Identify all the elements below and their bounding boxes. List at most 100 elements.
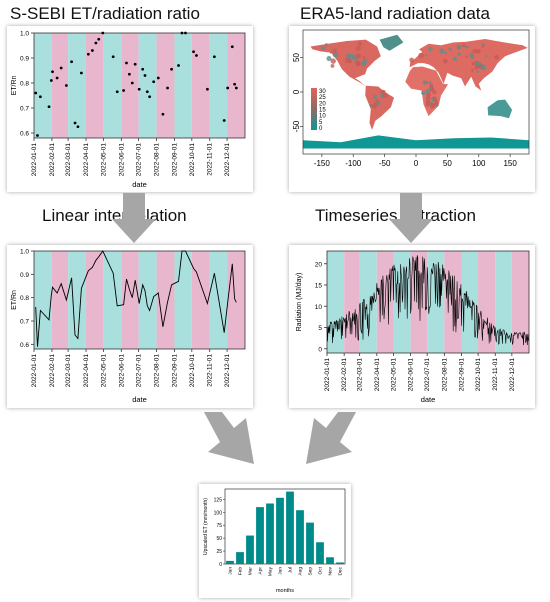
texture-dot [424, 53, 428, 57]
bar-may [266, 503, 274, 564]
x-tick-label: 2022-11-01 [207, 354, 214, 387]
legend-label: 20 [319, 101, 326, 107]
texture-dot [375, 99, 379, 103]
data-point [47, 105, 51, 109]
data-point [212, 55, 216, 59]
plot-frame [33, 250, 246, 350]
x-tick-label: 2022-12-01 [224, 354, 231, 388]
land-region [310, 39, 381, 87]
month-band [121, 251, 139, 349]
texture-dot [435, 104, 439, 107]
texture-dot [465, 55, 469, 59]
x-tick-label: 2022-08-01 [154, 354, 161, 388]
legend-colorbar [311, 88, 317, 130]
y-tick-label: 10 [315, 304, 323, 311]
diagonal-arrow-left-icon [204, 412, 254, 464]
series-line [35, 250, 237, 347]
x-axis-label: date [132, 180, 147, 189]
data-point [170, 67, 173, 71]
radiation-ts-panel: 0 5 10 15 20 2022-01-01 2022-02-01 2022-03-01 20… [289, 245, 535, 408]
title-extract: Timeseries extraction [315, 206, 476, 225]
x-tick-label: Dec [338, 566, 344, 575]
x-tick-label: 2022-10-01 [189, 354, 196, 388]
data-point [166, 86, 169, 90]
texture-dot [361, 61, 367, 67]
month-band [359, 251, 377, 353]
y-tick-label: -50 [292, 120, 301, 132]
data-point [234, 86, 238, 90]
y-tick-label: 50 [292, 53, 301, 62]
texture-dot [472, 48, 477, 54]
texture-dot [425, 96, 431, 101]
x-tick-label: 2022-10-01 [475, 358, 482, 392]
data-point [148, 95, 152, 99]
texture-dot [409, 57, 414, 63]
texture-dot [326, 56, 332, 62]
x-axis-label: date [132, 395, 147, 404]
data-point [130, 81, 134, 85]
x-tick-label: Jan [228, 567, 234, 575]
data-point [133, 62, 137, 66]
x-tick-label: 2022-04-01 [83, 354, 90, 388]
title-ratio: S-SEBI ET/radiation ratio [10, 4, 200, 23]
texture-dot [421, 90, 426, 96]
month-band [327, 251, 345, 353]
land-region [487, 99, 513, 119]
month-band [103, 251, 122, 349]
x-tick-label: Aug [298, 567, 304, 576]
x-tick-label: 2022-08-01 [441, 358, 448, 392]
x-tick-label: 2022-05-01 [100, 354, 107, 388]
legend-label: 30 [319, 89, 326, 95]
x-axis-label: months [276, 588, 294, 594]
texture-dot [429, 87, 432, 91]
month-band [191, 33, 210, 138]
legend-label: 25 [319, 95, 326, 101]
texture-dot [426, 92, 431, 98]
texture-dot [465, 45, 469, 49]
x-tick-label: Jul [288, 567, 294, 573]
data-point [177, 64, 180, 67]
data-point [49, 79, 53, 82]
x-tick-label: 50 [443, 159, 452, 168]
x-tick-label: 2022-11-01 [492, 358, 499, 391]
x-tick-label: 2022-06-01 [118, 143, 125, 177]
texture-dot [475, 49, 481, 54]
x-tick-label: 2022-03-01 [65, 143, 72, 177]
month-band [68, 251, 87, 349]
data-point [115, 90, 119, 94]
data-point [125, 61, 128, 65]
ratio-scatter-chart: 0.6 0.7 0.8 0.9 1.0 2022-01-01 2022-02-01 2022-… [11, 31, 246, 189]
texture-dot [348, 53, 354, 59]
bar-mar [246, 535, 254, 564]
texture-dot [470, 54, 475, 59]
bar-aug [296, 510, 304, 564]
x-tick-label: 150 [503, 159, 517, 168]
data-point [156, 76, 160, 80]
texture-dot [356, 61, 361, 67]
texture-dot [373, 94, 377, 99]
data-point [94, 41, 98, 45]
data-point [86, 52, 90, 56]
x-tick-label: 2022-09-01 [171, 143, 178, 177]
x-tick-label: 2022-07-01 [424, 358, 431, 392]
month-band [227, 33, 245, 138]
title-era5: ERA5-land radiation data [300, 4, 490, 23]
data-point [230, 45, 234, 49]
x-tick-label: 100 [472, 159, 486, 168]
texture-dot [494, 54, 500, 60]
month-band [156, 33, 175, 138]
texture-dot [324, 43, 328, 47]
era5-map-panel: -150 -100 -50 0 50 100 150 50 0 -50 30 25 20 15 10 5 0 [289, 26, 535, 192]
data-point [143, 74, 147, 77]
x-axis-label: date [421, 395, 436, 404]
month-band [227, 251, 245, 349]
texture-dot [330, 63, 335, 68]
month-band [34, 251, 52, 349]
month-band [495, 251, 512, 353]
data-point [206, 87, 209, 91]
data-point [101, 31, 105, 35]
texture-dot [470, 68, 474, 72]
month-band [86, 251, 104, 349]
x-tick-label: Apr [258, 567, 264, 575]
